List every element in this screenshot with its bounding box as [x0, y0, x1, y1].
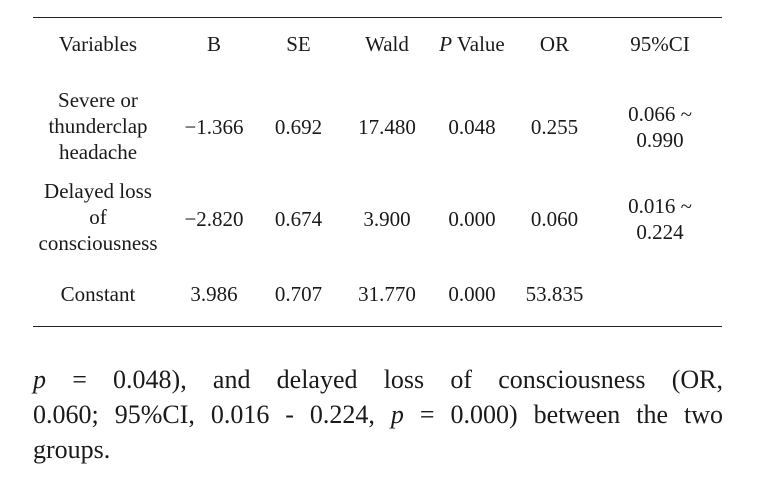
- table-row-3-variable: Constant: [60, 282, 136, 306]
- header-p-italic: P: [439, 32, 453, 56]
- ci-line: 0.016 ~: [628, 194, 692, 218]
- table-row-2-variable: Delayed loss of consciousness: [33, 178, 163, 256]
- variable-line: consciousness: [38, 231, 158, 255]
- variable-line: Delayed loss: [44, 179, 152, 203]
- table-row-3-p: 0.000: [448, 282, 496, 306]
- paragraph-line-2: 0.060; 95%CI, 0.016 - 0.224, p = 0.000) …: [33, 397, 723, 432]
- header-b: B: [206, 32, 221, 56]
- header-se: SE: [286, 32, 311, 56]
- body-paragraph: p = 0.048), and delayed loss of consciou…: [33, 362, 723, 467]
- header-p-value: P Value: [430, 31, 514, 57]
- ci-line: 0.224: [636, 220, 684, 244]
- paragraph-line-1: p = 0.048), and delayed loss of consciou…: [33, 362, 723, 397]
- variable-line: headache: [58, 140, 138, 164]
- table-row-2-wald: 3.900: [363, 207, 411, 231]
- ci-line: 0.066 ~: [628, 102, 692, 126]
- p-symbol: p: [33, 365, 46, 394]
- header-ci: 95%CI: [630, 32, 690, 56]
- header-or: OR: [539, 32, 570, 56]
- paragraph-text: = 0.000) between the two: [403, 400, 723, 429]
- table-row-2-or: 0.060: [530, 207, 579, 231]
- paragraph-text: 0.060; 95%CI, 0.016 - 0.224,: [33, 400, 391, 429]
- table-row-3-or: 53.835: [525, 282, 584, 306]
- table-row-3-b: 3.986: [190, 282, 238, 306]
- table-row-1-or: 0.255: [530, 115, 579, 139]
- ci-line: 0.990: [636, 128, 684, 152]
- header-wald: Wald: [365, 32, 409, 56]
- variable-line: Severe or: [58, 88, 138, 112]
- p-symbol: p: [390, 400, 404, 429]
- table-row-2-ci: 0.016 ~ 0.224: [604, 193, 716, 245]
- table-row-2-se: 0.674: [274, 207, 323, 231]
- table-row-1-p: 0.048: [448, 115, 496, 139]
- table-row-1-b: −1.366: [184, 115, 244, 139]
- table-row-1-se: 0.692: [274, 115, 323, 139]
- variable-line: of: [89, 205, 107, 229]
- table-row-3-se: 0.707: [274, 282, 323, 306]
- table-row-1-wald: 17.480: [358, 115, 416, 139]
- paragraph-text: = 0.048), and delayed loss of consciousn…: [46, 365, 723, 394]
- table-bottom-rule: [33, 326, 722, 327]
- table-row-1-ci: 0.066 ~ 0.990: [604, 101, 716, 153]
- paragraph-line-3: groups.: [33, 435, 111, 464]
- table-row-2-p: 0.000: [448, 207, 496, 231]
- variable-line: thunderclap: [48, 114, 148, 138]
- table-row-1-variable: Severe or thunderclap headache: [33, 87, 163, 165]
- header-p-rest: Value: [452, 32, 505, 56]
- table-row-2-b: −2.820: [184, 207, 244, 231]
- header-variables: Variables: [58, 32, 138, 56]
- table-top-rule: [33, 17, 722, 18]
- table-row-3-wald: 31.770: [358, 282, 416, 306]
